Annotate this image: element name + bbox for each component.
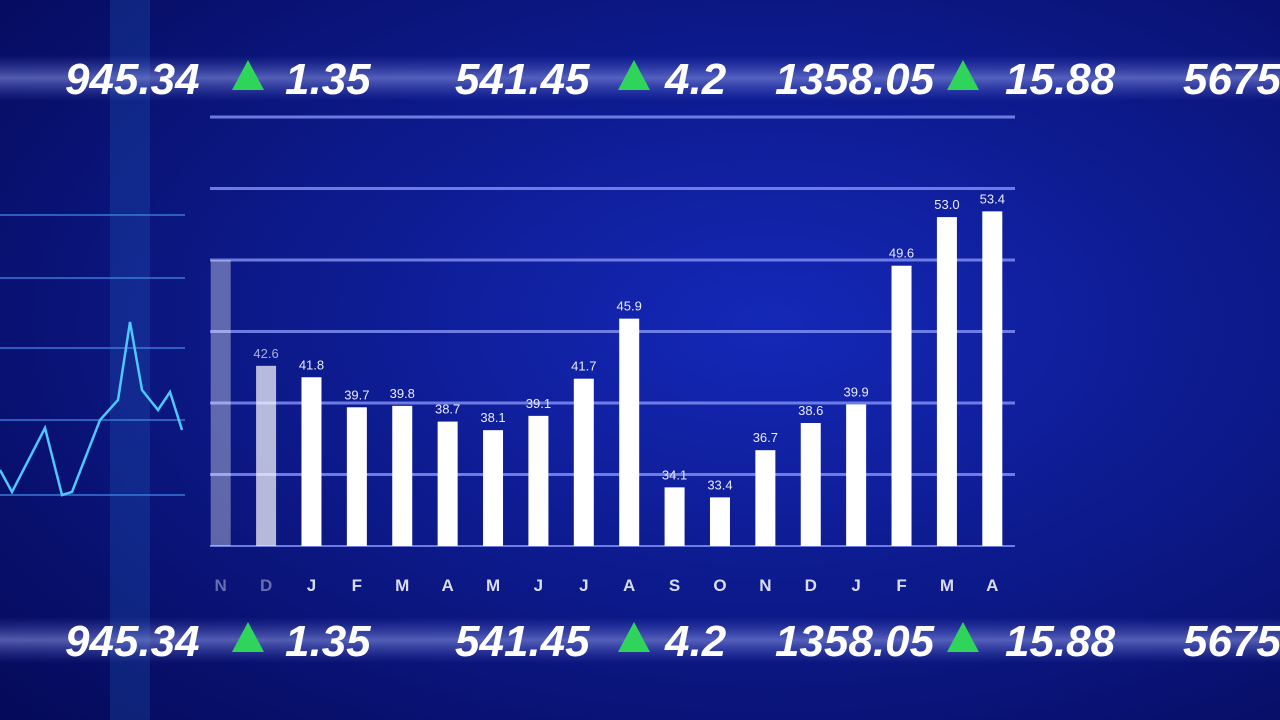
ticker-change: 4.2 <box>664 617 727 666</box>
x-tick-label: M <box>395 576 409 595</box>
x-tick-label: O <box>713 576 726 595</box>
up-arrow <box>947 622 979 652</box>
value-label: 53.0 <box>934 197 959 212</box>
bar <box>437 421 458 546</box>
x-tick-label: F <box>352 576 362 595</box>
ticker-price: 945.34 <box>65 617 200 666</box>
value-label: 38.6 <box>798 403 823 418</box>
tickers: 945.34 1.35 541.45 4.2 1358.05 15.88 5675 945.3… <box>65 55 1280 666</box>
bar <box>936 217 957 546</box>
bar <box>891 265 912 546</box>
bar <box>528 415 549 546</box>
bar <box>346 407 367 546</box>
x-tick-label: S <box>669 576 680 595</box>
ticker-price: 541.45 <box>455 55 590 104</box>
bar <box>210 260 231 546</box>
x-tick-label: F <box>896 576 906 595</box>
x-tick-label: D <box>805 576 817 595</box>
ticker-price: 1358.05 <box>775 55 935 104</box>
bar <box>573 378 594 546</box>
bar <box>619 318 640 546</box>
bar <box>755 450 776 546</box>
bar <box>256 365 277 546</box>
up-arrow <box>618 60 650 90</box>
x-tick-label: J <box>579 576 588 595</box>
value-label: 41.7 <box>571 359 596 374</box>
value-label: 38.1 <box>480 410 505 425</box>
value-label: 45.9 <box>617 299 642 314</box>
bar <box>709 497 730 546</box>
bar <box>483 430 504 546</box>
value-label: 42.6 <box>253 346 278 361</box>
bar <box>301 377 322 546</box>
x-tick-label: M <box>940 576 954 595</box>
value-label: 39.1 <box>526 396 551 411</box>
ticker-change: 1.35 <box>285 55 371 104</box>
x-tick-label: D <box>260 576 272 595</box>
value-label: 39.7 <box>344 387 369 402</box>
mini-grid <box>0 214 185 496</box>
bar <box>846 404 867 546</box>
x-tick-label: J <box>307 576 316 595</box>
ticker-change: 15.88 <box>1005 617 1116 666</box>
ticker-price: 541.45 <box>455 617 590 666</box>
ticker-price: 5675 <box>1183 55 1280 104</box>
light-beam <box>110 0 150 720</box>
value-label: 39.8 <box>390 386 415 401</box>
x-tick-label: A <box>986 576 998 595</box>
value-label: 49.6 <box>889 246 914 261</box>
x-tick-label: N <box>215 576 227 595</box>
x-tick-label: A <box>441 576 453 595</box>
x-tick-label: J <box>851 576 860 595</box>
value-label: 34.1 <box>662 467 687 482</box>
value-label: 41.8 <box>299 357 324 372</box>
ticker-price: 1358.05 <box>775 617 935 666</box>
ticker-change: 15.88 <box>1005 55 1116 104</box>
bar-chart: N 42.6 D 41.8 J 39.7 F 39.8 M 38.7 A 38.1 M 39.1 J 41.7… <box>210 115 1015 595</box>
up-arrow <box>947 60 979 90</box>
value-label: 38.7 <box>435 402 460 417</box>
value-label: 53.4 <box>980 191 1005 206</box>
bar <box>664 487 685 546</box>
ticker-change: 1.35 <box>285 617 371 666</box>
value-label: 39.9 <box>843 384 868 399</box>
up-arrow <box>232 60 264 90</box>
value-label: 36.7 <box>753 430 778 445</box>
x-tick-label: A <box>623 576 635 595</box>
x-tick-label: M <box>486 576 500 595</box>
ticker-change: 4.2 <box>664 55 727 104</box>
ticker-price: 5675 <box>1183 617 1280 666</box>
bar <box>392 405 413 546</box>
bar <box>800 423 821 546</box>
x-tick-label: N <box>759 576 771 595</box>
bar <box>982 211 1003 546</box>
up-arrow <box>232 622 264 652</box>
ticker-price: 945.34 <box>65 55 200 104</box>
x-tick-label: J <box>534 576 543 595</box>
mini-line <box>0 321 184 497</box>
value-label: 33.4 <box>707 477 732 492</box>
up-arrow <box>618 622 650 652</box>
